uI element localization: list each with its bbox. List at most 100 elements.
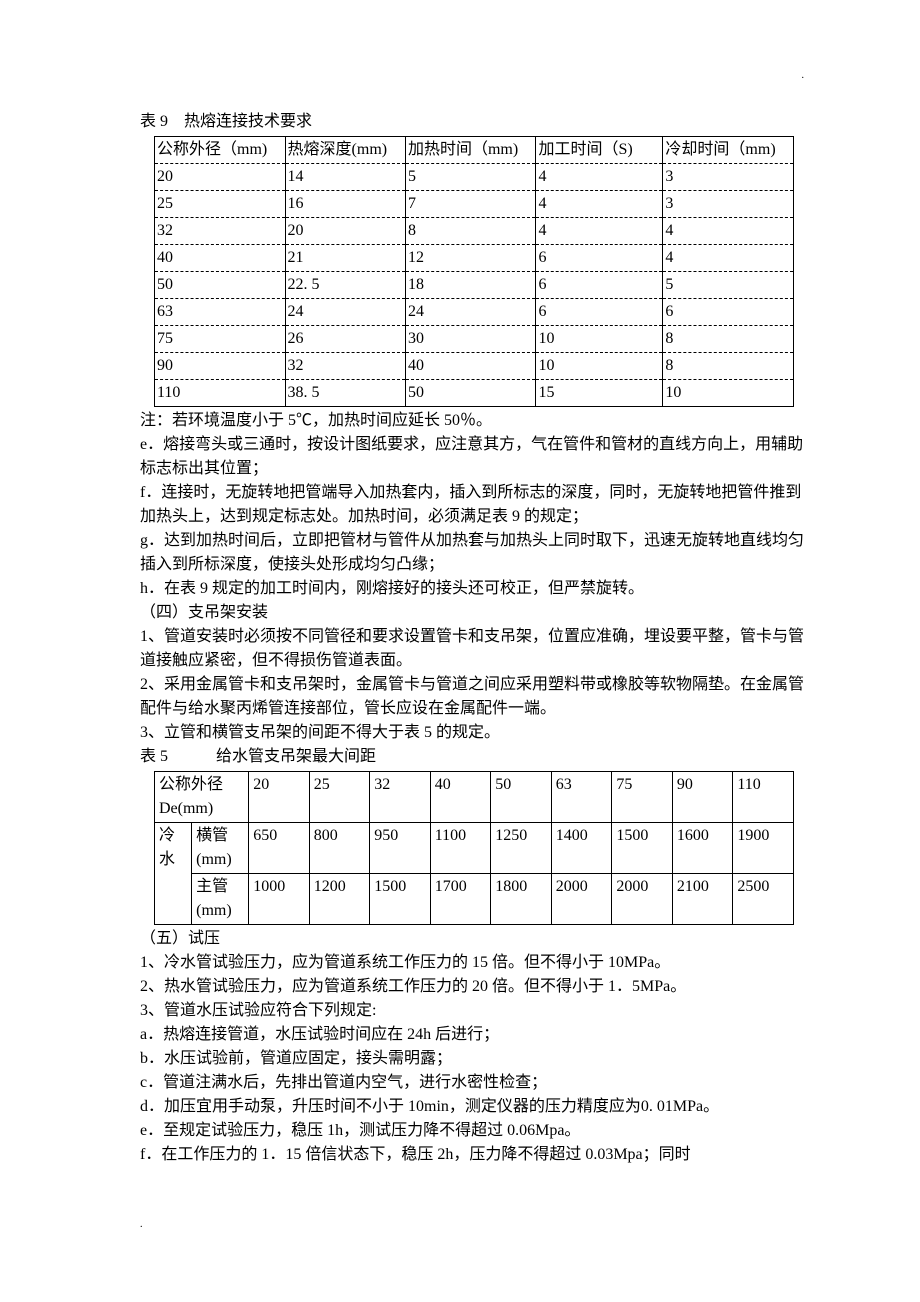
table9-cell: 4 bbox=[536, 218, 663, 245]
paragraph: a．热熔连接管道，水压试验时间应在 24h 后进行； bbox=[140, 1023, 805, 1047]
table9-cell: 50 bbox=[155, 272, 286, 299]
table5-cell: 2500 bbox=[733, 874, 794, 925]
table9-header-cell: 冷却时间（mm) bbox=[663, 137, 794, 164]
paragraph: 2、采用金属管卡和支吊架时，金属管卡与管道之间应采用塑料带或橡胶等软物隔垫。在金… bbox=[140, 673, 805, 721]
paragraph: 3、管道水压试验应符合下列规定: bbox=[140, 999, 805, 1023]
table9-cell: 6 bbox=[663, 299, 794, 326]
paragraph: e．熔接弯头或三通时，按设计图纸要求，应注意其方，气在管件和管材的直线方向上，用… bbox=[140, 433, 805, 481]
table5-cell: 2000 bbox=[612, 874, 673, 925]
paragraph: g．达到加热时间后，立即把管材与管件从加热套与加热头上同时取下，迅速无旋转地直线… bbox=[140, 529, 805, 577]
table5-cell: 1900 bbox=[733, 823, 794, 874]
table5-cell: 1000 bbox=[249, 874, 310, 925]
paragraph: （四）支吊架安装 bbox=[140, 601, 805, 625]
table9-cell: 4 bbox=[536, 191, 663, 218]
paragraph: b．水压试验前，管道应固定，接头需明露； bbox=[140, 1047, 805, 1071]
corner-dot-bl: . bbox=[140, 1217, 143, 1232]
table5-cell: 2000 bbox=[551, 874, 612, 925]
table5-header-cell: 公称外径De(mm) bbox=[155, 772, 249, 823]
para-block-2: （五）试压1、冷水管试验压力，应为管道系统工作压力的 15 倍。但不得小于 10… bbox=[140, 927, 805, 1167]
table9-cell: 10 bbox=[663, 380, 794, 407]
paragraph: f．在工作压力的 1．15 倍信状态下，稳压 2h，压力降不得超过 0.03Mp… bbox=[140, 1143, 805, 1167]
table5-header-cell: 90 bbox=[672, 772, 733, 823]
table5-header-cell: 40 bbox=[430, 772, 491, 823]
table5-title: 表 5 给水管支吊架最大间距 bbox=[140, 745, 805, 769]
table9-cell: 15 bbox=[536, 380, 663, 407]
table5-cell: 1250 bbox=[491, 823, 552, 874]
table9-cell: 40 bbox=[155, 245, 286, 272]
table9-header-cell: 加热时间（mm) bbox=[405, 137, 536, 164]
table9-cell: 8 bbox=[663, 326, 794, 353]
table5-cell: 1500 bbox=[370, 874, 431, 925]
table9-cell: 24 bbox=[285, 299, 405, 326]
page: . 表 9 热熔连接技术要求 公称外径（mm)热熔深度(mm)加热时间（mm)加… bbox=[0, 0, 920, 1302]
table9-header-cell: 公称外径（mm) bbox=[155, 137, 286, 164]
table5-cell: 800 bbox=[309, 823, 370, 874]
table9-cell: 5 bbox=[405, 164, 536, 191]
table9-cell: 18 bbox=[405, 272, 536, 299]
table5-cell: 950 bbox=[370, 823, 431, 874]
table9-cell: 26 bbox=[285, 326, 405, 353]
table9-header-cell: 热熔深度(mm) bbox=[285, 137, 405, 164]
table9-cell: 50 bbox=[405, 380, 536, 407]
table9-cell: 32 bbox=[155, 218, 286, 245]
table9-cell: 10 bbox=[536, 326, 663, 353]
table5-cell: 1700 bbox=[430, 874, 491, 925]
table9-cell: 4 bbox=[663, 218, 794, 245]
table9-cell: 6 bbox=[536, 272, 663, 299]
paragraph: 2、热水管试验压力，应为管道系统工作压力的 20 倍。但不得小于 1．5MPa。 bbox=[140, 975, 805, 999]
table9-cell: 20 bbox=[285, 218, 405, 245]
table9-title: 表 9 热熔连接技术要求 bbox=[140, 110, 805, 134]
paragraph: e．至规定试验压力，稳压 1h，测试压力降不得超过 0.06Mpa。 bbox=[140, 1119, 805, 1143]
table5-header-cell: 32 bbox=[370, 772, 431, 823]
table5-header-cell: 75 bbox=[612, 772, 673, 823]
paragraph: 1、管道安装时必须按不同管径和要求设置管卡和支吊架，位置应准确，埋设要平整，管卡… bbox=[140, 625, 805, 673]
paragraph: （五）试压 bbox=[140, 927, 805, 951]
table9-cell: 25 bbox=[155, 191, 286, 218]
paragraph: f．连接时，无旋转地把管端导入加热套内，插入到所标志的深度，同时，无旋转地把管件… bbox=[140, 481, 805, 529]
table9-cell: 90 bbox=[155, 353, 286, 380]
table5-cell: 1600 bbox=[672, 823, 733, 874]
table5-cell: 1100 bbox=[430, 823, 491, 874]
table9-cell: 7 bbox=[405, 191, 536, 218]
table9-cell: 40 bbox=[405, 353, 536, 380]
table5-rowlabel-cell: 横管(mm) bbox=[192, 823, 249, 874]
table9-cell: 3 bbox=[663, 191, 794, 218]
paragraph: 1、冷水管试验压力，应为管道系统工作压力的 15 倍。但不得小于 10MPa。 bbox=[140, 951, 805, 975]
table9-cell: 6 bbox=[536, 245, 663, 272]
table5-cell: 1800 bbox=[491, 874, 552, 925]
table9-cell: 14 bbox=[285, 164, 405, 191]
table9-cell: 3 bbox=[663, 164, 794, 191]
table5-cell: 2100 bbox=[672, 874, 733, 925]
table9-header-cell: 加工时间（S) bbox=[536, 137, 663, 164]
table9-cell: 6 bbox=[536, 299, 663, 326]
table5: 公称外径De(mm)2025324050637590110冷水横管(mm)650… bbox=[154, 771, 794, 925]
table5-cell: 1400 bbox=[551, 823, 612, 874]
table9-cell: 24 bbox=[405, 299, 536, 326]
para-block-1: 注：若环境温度小于 5℃，加热时间应延长 50％。e．熔接弯头或三通时，按设计图… bbox=[140, 409, 805, 745]
table5-cell: 1200 bbox=[309, 874, 370, 925]
table9-cell: 63 bbox=[155, 299, 286, 326]
table9-cell: 22. 5 bbox=[285, 272, 405, 299]
table9-cell: 4 bbox=[663, 245, 794, 272]
paragraph: 3、立管和横管支吊架的间距不得大于表 5 的规定。 bbox=[140, 721, 805, 745]
table5-rowlabel-cell: 主管(mm) bbox=[192, 874, 249, 925]
table5-header-cell: 20 bbox=[249, 772, 310, 823]
table9-cell: 12 bbox=[405, 245, 536, 272]
table5-header-cell: 50 bbox=[491, 772, 552, 823]
table9-cell: 4 bbox=[536, 164, 663, 191]
table5-cell: 1500 bbox=[612, 823, 673, 874]
table9: 公称外径（mm)热熔深度(mm)加热时间（mm)加工时间（S)冷却时间（mm) 2… bbox=[154, 136, 794, 407]
table9-cell: 16 bbox=[285, 191, 405, 218]
paragraph: 注：若环境温度小于 5℃，加热时间应延长 50％。 bbox=[140, 409, 805, 433]
table5-group-cell: 冷水 bbox=[155, 823, 192, 925]
table9-cell: 32 bbox=[285, 353, 405, 380]
paragraph: h．在表 9 规定的加工时间内，刚熔接好的接头还可校正，但严禁旋转。 bbox=[140, 577, 805, 601]
table5-header-cell: 110 bbox=[733, 772, 794, 823]
table9-cell: 38. 5 bbox=[285, 380, 405, 407]
table9-cell: 30 bbox=[405, 326, 536, 353]
table5-cell: 650 bbox=[249, 823, 310, 874]
paragraph: d．加压宜用手动泵，升压时间不小于 10min，测定仪器的压力精度应为0. 01… bbox=[140, 1095, 805, 1119]
table9-cell: 8 bbox=[663, 353, 794, 380]
table9-cell: 10 bbox=[536, 353, 663, 380]
table5-header-cell: 25 bbox=[309, 772, 370, 823]
